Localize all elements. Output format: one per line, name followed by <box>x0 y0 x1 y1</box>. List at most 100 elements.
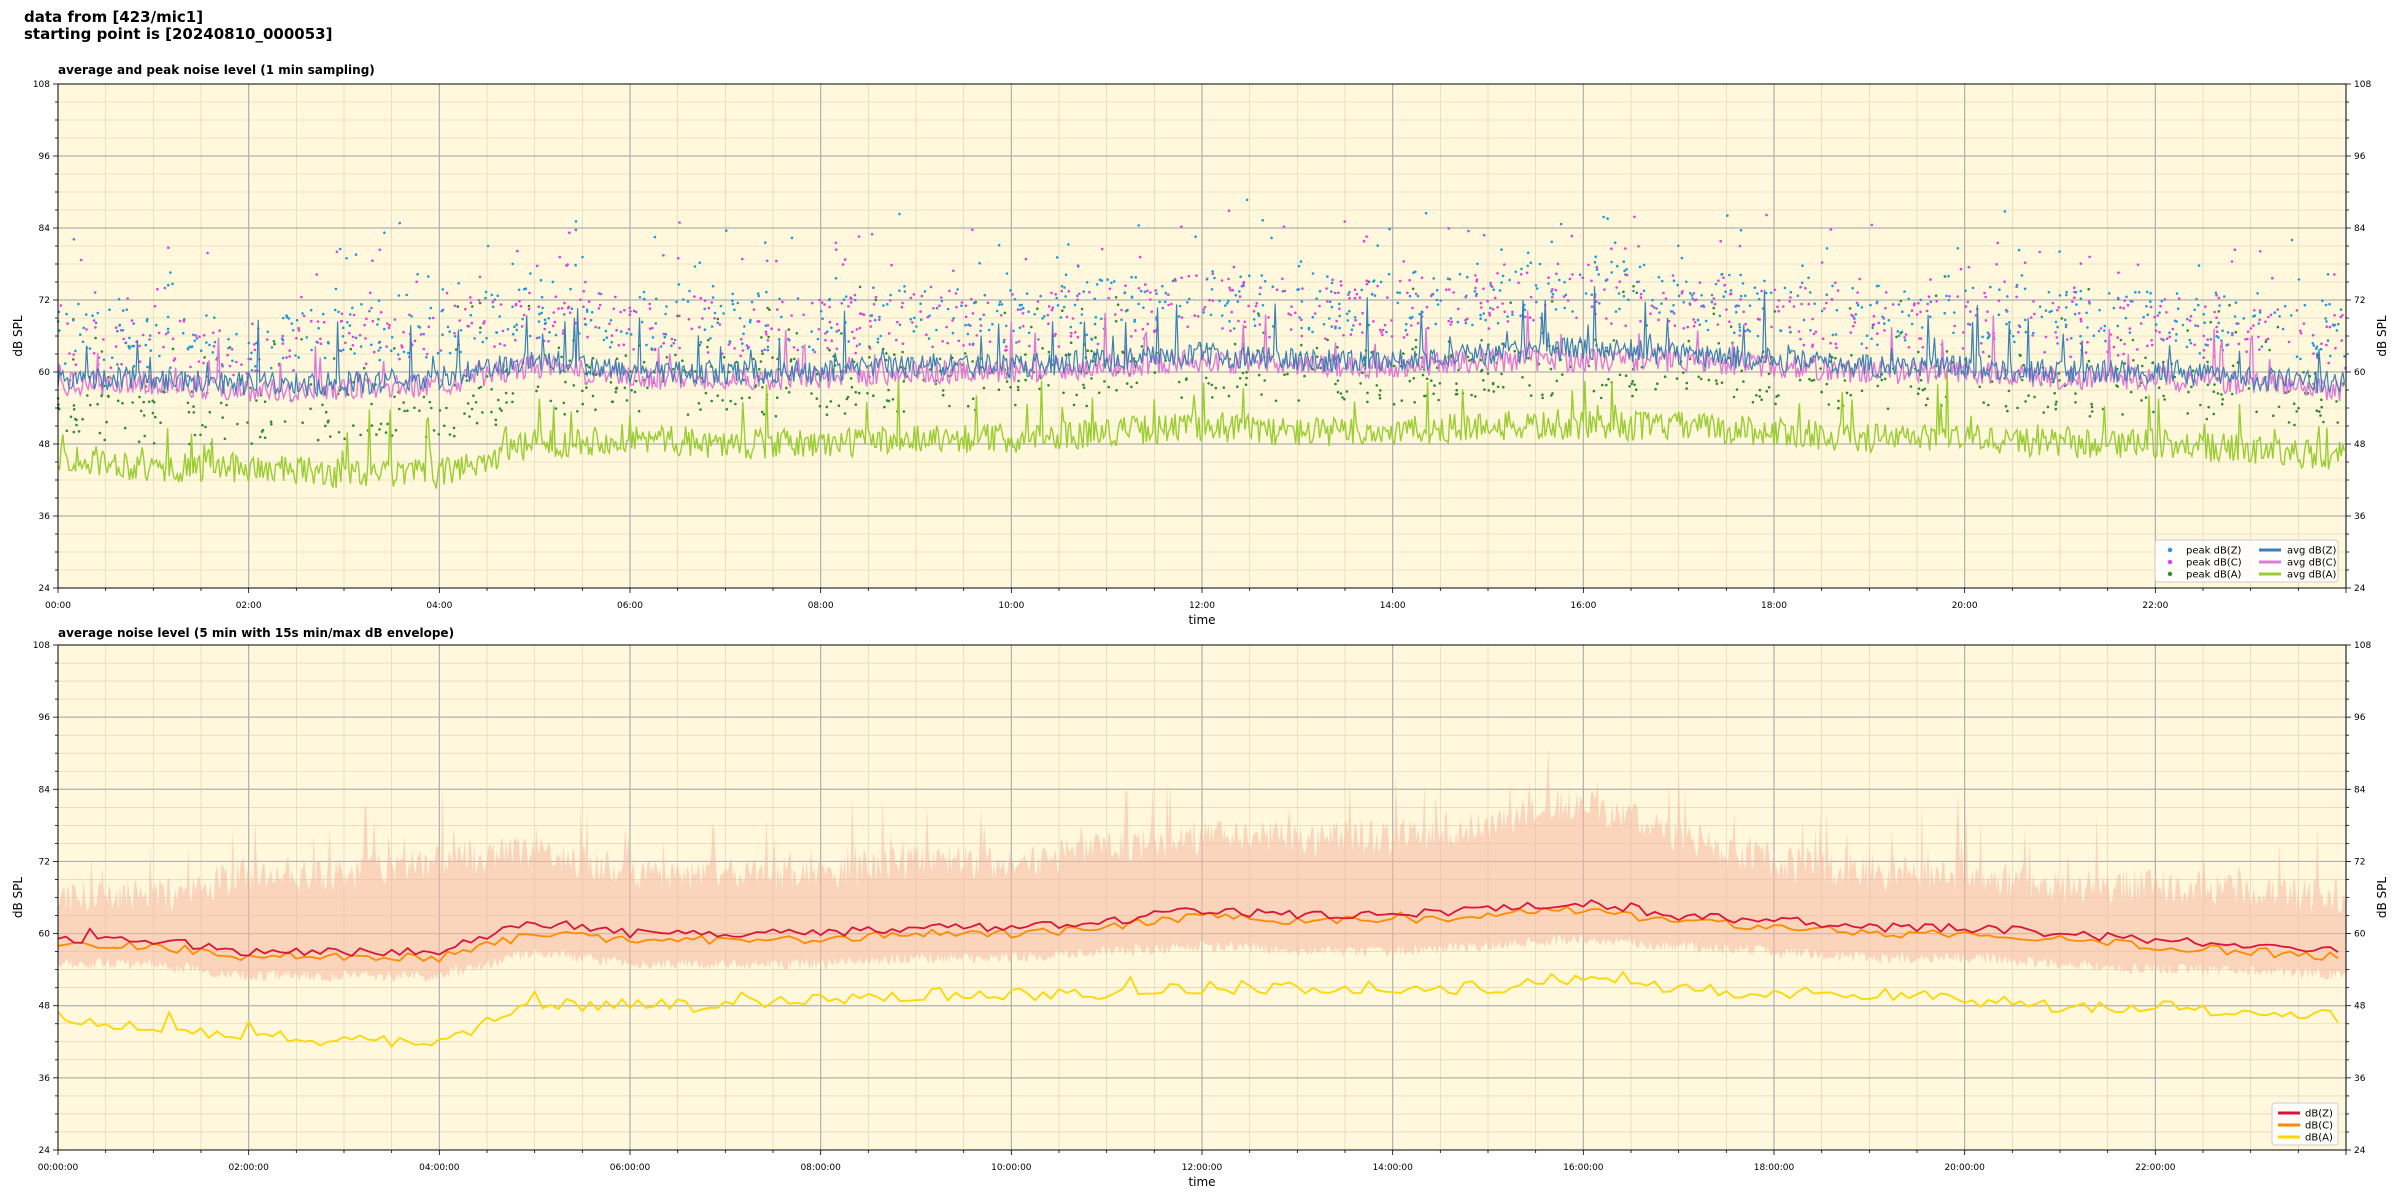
peak-c-point <box>1489 281 1492 285</box>
peak-z-point <box>638 296 642 299</box>
peak-z-point <box>2103 329 2106 332</box>
peak-c-point <box>1337 291 1340 295</box>
y-tick-label: 72 <box>39 857 50 867</box>
peak-z-point <box>2173 319 2177 323</box>
peak-c-point <box>568 311 572 315</box>
peak-a-point <box>2019 354 2022 357</box>
peak-z-point <box>1856 303 1860 307</box>
peak-c-point <box>2029 316 2033 319</box>
peak-z-point <box>844 295 848 298</box>
peak-z-point <box>1691 297 1694 300</box>
peak-a-point <box>2336 421 2339 424</box>
peak-a-point <box>2276 325 2280 329</box>
peak-c-point <box>986 301 990 305</box>
peak-z-point <box>1919 298 1922 302</box>
peak-z-point <box>675 300 678 304</box>
peak-z-point <box>743 325 746 328</box>
peak-c-point <box>1823 307 1826 310</box>
peak-c-point <box>1719 239 1722 243</box>
peak-a-point <box>1072 403 1076 407</box>
peak-a-point <box>771 356 774 359</box>
peak-z-point <box>1520 267 1523 271</box>
peak-z-point <box>2146 313 2150 317</box>
y-tick-label-right: 72 <box>2354 296 2365 306</box>
peak-a-point <box>1987 355 1991 358</box>
peak-c-point <box>2117 271 2120 275</box>
peak-c-point <box>1910 309 1914 312</box>
peak-c-point <box>1108 287 1112 291</box>
peak-z-point <box>1348 290 1351 294</box>
peak-z-point <box>2175 292 2179 295</box>
peak-c-point <box>926 315 930 319</box>
peak-a-point <box>326 420 330 424</box>
peak-c-point <box>608 322 611 326</box>
peak-a-point <box>1675 377 1679 380</box>
peak-a-point <box>485 375 489 378</box>
peak-z-point <box>2242 317 2245 320</box>
legend-marker <box>2167 547 2173 553</box>
peak-c-point <box>162 345 165 349</box>
peak-c-point <box>1853 321 1857 324</box>
peak-c-point <box>1562 295 1566 298</box>
peak-c-point <box>1354 318 1357 322</box>
peak-c-point <box>537 305 540 309</box>
peak-a-point <box>402 401 405 404</box>
legend-label: avg dB(Z) <box>2287 546 2337 557</box>
peak-c-point <box>1149 291 1152 294</box>
peak-c-point <box>1390 319 1393 322</box>
peak-a-point <box>1827 403 1831 406</box>
avg-z-line <box>57 286 2345 399</box>
peak-a-point <box>1414 345 1418 349</box>
peak-c-point <box>651 326 654 330</box>
peak-z-point <box>574 228 578 232</box>
peak-c-point <box>1243 320 1247 324</box>
peak-c-point <box>1378 328 1382 332</box>
peak-a-point <box>2292 402 2296 406</box>
peak-c-point <box>514 338 517 342</box>
peak-c-point <box>1662 291 1665 295</box>
peak-z-point <box>127 344 130 348</box>
peak-c-point <box>1065 315 1069 319</box>
peak-a-point <box>721 399 724 402</box>
peak-a-point <box>171 347 175 351</box>
peak-c-point <box>1858 277 1861 281</box>
peak-a-point <box>187 410 191 414</box>
peak-z-point <box>416 272 419 276</box>
peak-z-point <box>1964 289 1967 293</box>
peak-z-point <box>1901 310 1904 314</box>
y-tick-label: 48 <box>39 440 51 450</box>
peak-a-point <box>740 396 744 400</box>
peak-c-point <box>235 360 238 364</box>
peak-z-point <box>2065 306 2068 309</box>
peak-z-point <box>960 304 963 308</box>
peak-z-point <box>515 328 519 332</box>
peak-z-point <box>1093 322 1097 326</box>
peak-c-point <box>1713 302 1717 306</box>
peak-a-point <box>1720 381 1724 385</box>
peak-a-point <box>707 338 710 342</box>
peak-c-point <box>2139 322 2143 325</box>
peak-z-point <box>1783 286 1787 290</box>
peak-a-point <box>324 424 327 428</box>
peak-z-point <box>513 325 516 329</box>
peak-c-point <box>1777 309 1780 313</box>
y-tick-label: 108 <box>33 80 50 90</box>
peak-z-point <box>664 333 668 336</box>
peak-c-point <box>364 362 368 366</box>
peak-z-point <box>1590 293 1593 297</box>
peak-c-point <box>1802 343 1806 347</box>
peak-z-point <box>341 335 345 338</box>
peak-z-point <box>1920 326 1924 329</box>
peak-a-point <box>1765 390 1769 393</box>
peak-c-point <box>587 300 591 303</box>
peak-a-point <box>386 422 389 426</box>
peak-z-point <box>354 336 358 340</box>
peak-c-point <box>371 259 374 263</box>
peak-c-point <box>2079 262 2083 265</box>
peak-z-point <box>146 365 149 369</box>
peak-c-point <box>126 297 129 300</box>
peak-c-point <box>1959 267 1963 271</box>
peak-a-point <box>581 389 584 393</box>
peak-c-point <box>1904 333 1908 336</box>
peak-z-point <box>1100 317 1103 321</box>
